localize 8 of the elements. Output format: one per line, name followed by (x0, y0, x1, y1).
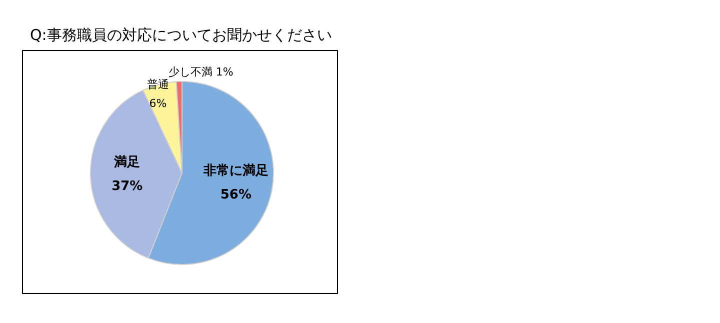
slice-label: 普通 (146, 78, 169, 91)
data-label: 6% (149, 96, 167, 110)
data-label: 37% (112, 179, 143, 194)
slice-label: 少し不満 1% (168, 65, 234, 78)
chart-title: Q:事務職員の対応についてお聞かせください (30, 26, 332, 45)
data-label: 56% (220, 188, 252, 203)
slice-label: 非常に満足 (202, 164, 268, 179)
slice-label: 満足 (113, 155, 140, 170)
